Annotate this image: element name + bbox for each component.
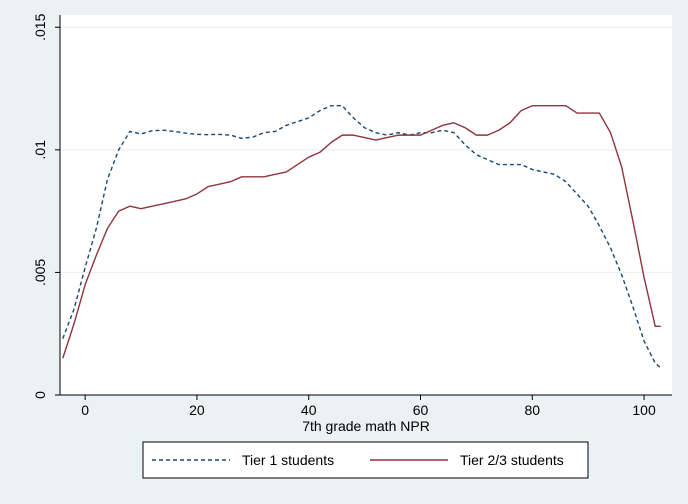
- series-line-2: [62, 105, 661, 359]
- x-tick-label-4: 80: [524, 402, 540, 418]
- y-tick-label-2: .01: [32, 140, 48, 160]
- y-tick-label-1: .005: [32, 259, 48, 286]
- x-tick-label-0: 0: [81, 402, 89, 418]
- legend-label-1: Tier 1 students: [242, 452, 334, 468]
- series-lines: [62, 105, 662, 369]
- legend: Tier 1 students Tier 2/3 students: [142, 441, 589, 479]
- plot-area: [60, 15, 672, 395]
- x-axis-title: 7th grade math NPR: [302, 418, 430, 434]
- y-tick-label-0: 0: [32, 391, 48, 399]
- legend-label-2: Tier 2/3 students: [460, 452, 564, 468]
- series-line-1: [62, 105, 662, 369]
- x-tick-label-3: 60: [413, 402, 429, 418]
- x-tick-label-1: 20: [189, 402, 205, 418]
- grid-lines: [60, 26, 672, 274]
- y-tick-label-3: .015: [32, 13, 48, 40]
- x-tick-label-5: 100: [632, 402, 656, 418]
- axes: 0 .005 .01 .015 0 20 40 60 80 100: [32, 13, 672, 418]
- x-tick-label-2: 40: [301, 402, 317, 418]
